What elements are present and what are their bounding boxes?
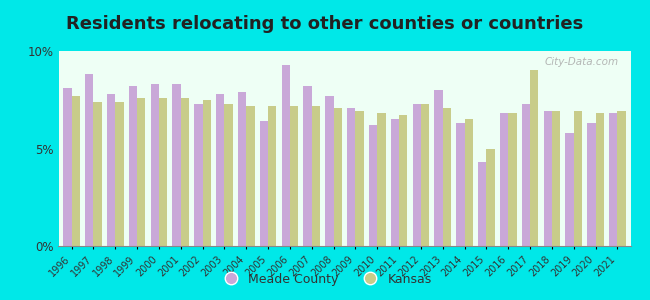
- Bar: [85, 74, 94, 246]
- Bar: [238, 92, 246, 246]
- Bar: [246, 106, 255, 246]
- Bar: [203, 100, 211, 246]
- Bar: [609, 113, 618, 246]
- Bar: [281, 64, 290, 246]
- Bar: [566, 133, 574, 246]
- Bar: [543, 111, 552, 246]
- Bar: [465, 119, 473, 246]
- Bar: [369, 125, 377, 246]
- Bar: [595, 113, 604, 246]
- Bar: [618, 111, 626, 246]
- Legend: Meade County, Kansas: Meade County, Kansas: [213, 268, 437, 291]
- Bar: [377, 113, 385, 246]
- Bar: [172, 84, 181, 246]
- Bar: [129, 86, 137, 246]
- Bar: [304, 86, 312, 246]
- Bar: [356, 111, 364, 246]
- Bar: [486, 148, 495, 246]
- Bar: [421, 103, 429, 246]
- Bar: [115, 102, 124, 246]
- Bar: [434, 90, 443, 246]
- Bar: [478, 162, 486, 246]
- Bar: [530, 70, 538, 246]
- Bar: [587, 123, 595, 246]
- Bar: [72, 96, 80, 246]
- Bar: [574, 111, 582, 246]
- Bar: [333, 107, 342, 246]
- Bar: [260, 121, 268, 246]
- Text: City-Data.com: City-Data.com: [545, 57, 619, 67]
- Bar: [456, 123, 465, 246]
- Bar: [413, 103, 421, 246]
- Bar: [443, 107, 451, 246]
- Bar: [94, 102, 102, 246]
- Bar: [151, 84, 159, 246]
- Bar: [522, 103, 530, 246]
- Bar: [347, 107, 356, 246]
- Bar: [290, 106, 298, 246]
- Bar: [391, 119, 399, 246]
- Bar: [159, 98, 167, 246]
- Bar: [181, 98, 189, 246]
- Bar: [216, 94, 224, 246]
- Bar: [63, 88, 72, 246]
- Bar: [268, 106, 276, 246]
- Text: Residents relocating to other counties or countries: Residents relocating to other counties o…: [66, 15, 584, 33]
- Bar: [325, 96, 333, 246]
- Bar: [399, 115, 408, 246]
- Bar: [224, 103, 233, 246]
- Bar: [508, 113, 517, 246]
- Bar: [194, 103, 203, 246]
- Bar: [312, 106, 320, 246]
- Bar: [137, 98, 146, 246]
- Bar: [500, 113, 508, 246]
- Bar: [107, 94, 115, 246]
- Bar: [552, 111, 560, 246]
